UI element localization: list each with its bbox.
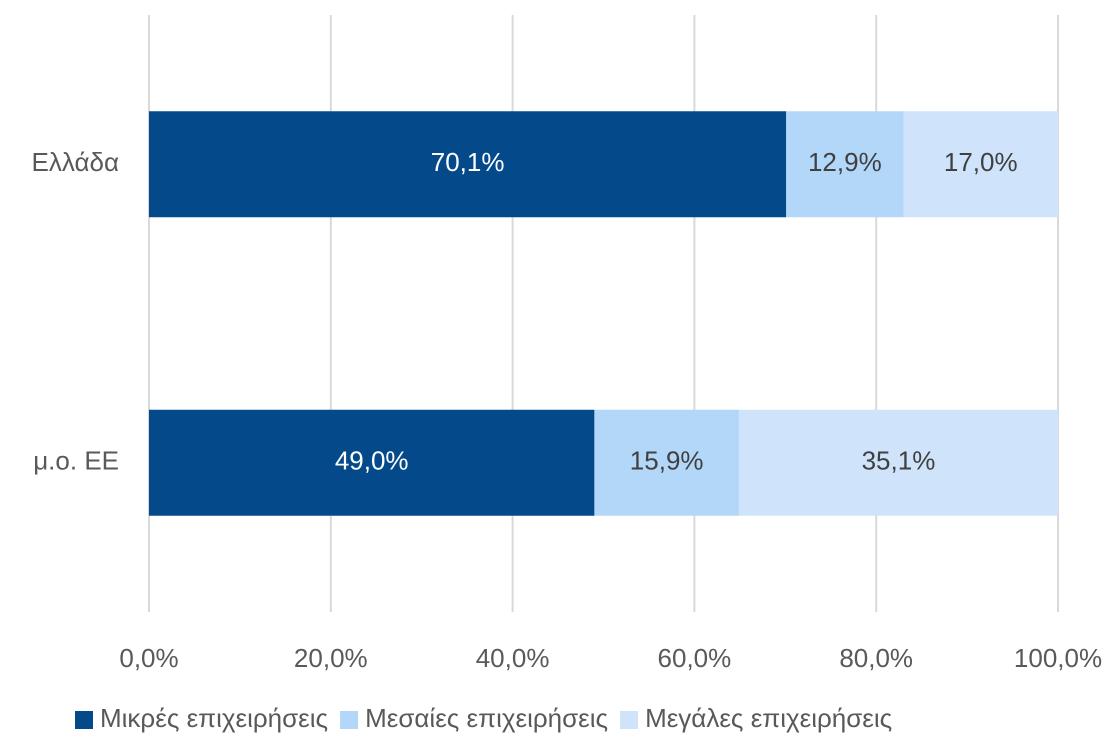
data-label: 35,1%: [862, 446, 936, 476]
bar-segment: [786, 111, 904, 218]
bar-segment: [149, 111, 787, 218]
y-tick-label: Ελλάδα: [32, 147, 119, 177]
data-label: 12,9%: [808, 147, 882, 177]
x-tick-label: 60,0%: [658, 643, 732, 673]
legend-swatch: [340, 711, 359, 729]
data-label: 17,0%: [944, 147, 1018, 177]
bar-segment: [149, 409, 595, 516]
legend-label: Μεγάλες επιχειρήσεις: [645, 703, 892, 733]
x-tick-label: 20,0%: [294, 643, 368, 673]
data-label: 15,9%: [630, 446, 704, 476]
legend-swatch: [620, 711, 639, 729]
data-label: 49,0%: [335, 446, 409, 476]
legend-swatch: [75, 711, 93, 729]
x-tick-label: 80,0%: [839, 643, 913, 673]
bar-segment: [903, 111, 1058, 218]
x-tick-label: 40,0%: [476, 643, 550, 673]
data-label: 70,1%: [431, 147, 505, 177]
legend-label: Μεσαίες επιχειρήσεις: [365, 703, 608, 733]
x-tick-label: 0,0%: [119, 643, 178, 673]
legend-label: Μικρές επιχειρήσεις: [100, 703, 328, 733]
bar-segment: [594, 409, 739, 516]
y-tick-label: μ.ο. ΕΕ: [33, 446, 119, 476]
x-tick-label: 100,0%: [1014, 643, 1102, 673]
bar-segment: [738, 409, 1058, 516]
